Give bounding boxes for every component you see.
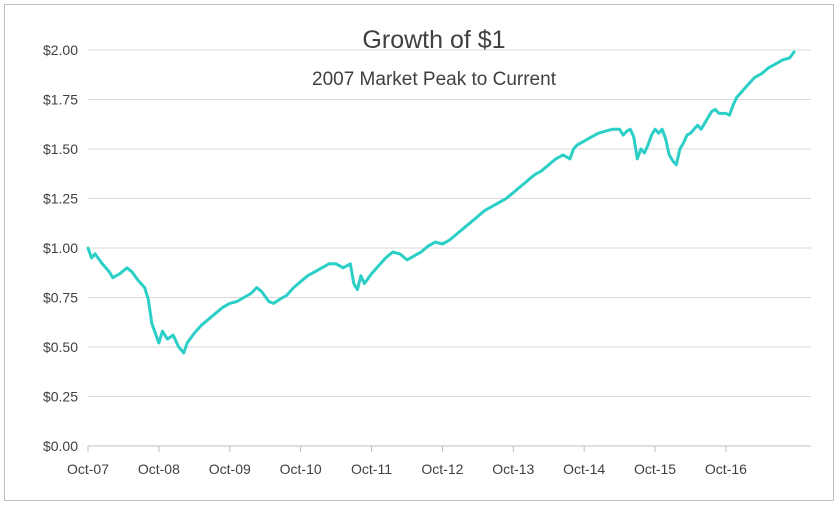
series-layer — [86, 50, 796, 355]
x-tick-label: Oct-07 — [67, 461, 109, 477]
y-tick-label: $1.00 — [43, 240, 78, 256]
x-tick-label: Oct-15 — [634, 461, 676, 477]
y-tick-label: $0.00 — [43, 438, 78, 454]
chart-title: Growth of $1 — [362, 26, 505, 54]
y-tick-label: $1.25 — [43, 191, 78, 207]
x-axis — [87, 445, 811, 452]
x-tick-label: Oct-13 — [492, 461, 534, 477]
growth-chart: $0.00 $0.25 $0.50 $0.75 $1.00 $1.25 $1.50 $1.75… — [43, 26, 811, 477]
y-tick-label: $2.00 — [43, 42, 78, 58]
x-tick-label: Oct-10 — [280, 461, 322, 477]
y-tick-label: $0.50 — [43, 339, 78, 355]
y-tick-label: $1.50 — [43, 141, 78, 157]
y-tick-label: $1.75 — [43, 92, 78, 108]
chart-frame: $0.00 $0.25 $0.50 $0.75 $1.00 $1.25 $1.50 $1.75… — [4, 4, 834, 501]
x-tick-label: Oct-11 — [351, 461, 392, 477]
y-tick-label: $0.25 — [43, 389, 78, 405]
gridlines — [88, 49, 811, 397]
x-tick-label: Oct-09 — [209, 461, 251, 477]
series-line — [86, 50, 796, 355]
x-tick-label: Oct-12 — [421, 461, 463, 477]
x-tick-label: Oct-16 — [705, 461, 747, 477]
x-tick-label: Oct-14 — [563, 461, 605, 477]
y-tick-label: $0.75 — [43, 290, 78, 306]
y-axis-labels: $0.00 $0.25 $0.50 $0.75 $1.00 $1.25 $1.50 $1.75… — [43, 42, 78, 454]
chart-subtitle: 2007 Market Peak to Current — [312, 69, 557, 90]
x-axis-labels: Oct-07 Oct-08 Oct-09 Oct-10 Oct-11 Oct-12 Oct-… — [67, 461, 747, 477]
x-tick-label: Oct-08 — [138, 461, 180, 477]
